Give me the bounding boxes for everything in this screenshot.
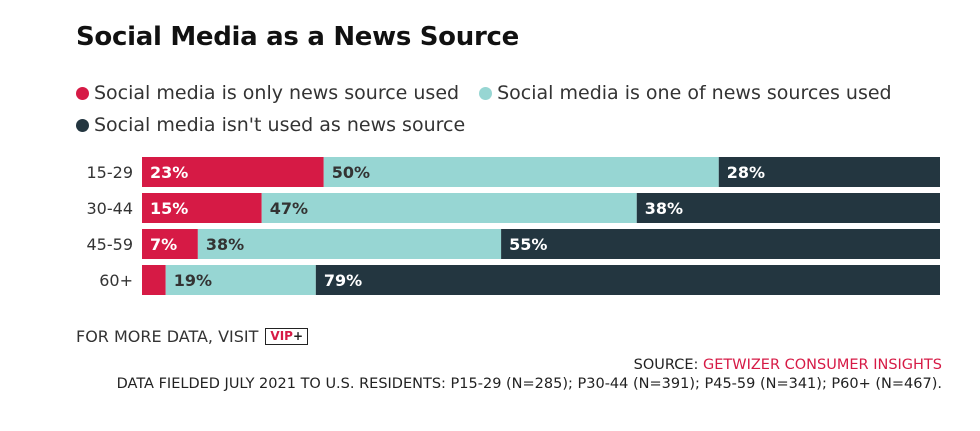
source-name: GETWIZER CONSUMER INSIGHTS xyxy=(702,357,942,373)
visit-text: FOR MORE DATA, VISIT xyxy=(76,327,259,346)
legend-label-only-source: Social media is only news source used xyxy=(94,82,460,104)
vip-plus-link[interactable]: VIP+ xyxy=(265,328,309,345)
data-label: 28% xyxy=(727,163,765,182)
bar-segment xyxy=(501,229,940,259)
legend-swatch-only-source xyxy=(76,86,89,100)
legend-label-not-used: Social media isn't used as news source xyxy=(94,114,466,136)
bar-segment xyxy=(142,157,324,187)
bar-segment xyxy=(165,265,316,295)
fielded-note: DATA FIELDED JULY 2021 TO U.S. RESIDENTS… xyxy=(116,376,942,392)
data-label: 7% xyxy=(150,235,177,254)
legend-item-only-source: Social media is only news source used xyxy=(76,77,459,109)
legend: Social media is only news source used So… xyxy=(76,77,956,141)
data-label: 23% xyxy=(150,163,188,182)
vip-plus-icon: + xyxy=(292,329,304,343)
visit-line: FOR MORE DATA, VISIT VIP+ xyxy=(76,327,309,346)
bar-segment xyxy=(197,229,502,259)
data-label: 50% xyxy=(332,163,370,182)
bar-segment xyxy=(142,229,198,259)
data-label: 19% xyxy=(174,271,212,290)
bar-segment xyxy=(636,193,940,223)
legend-item-not-used: Social media isn't used as news source xyxy=(76,109,465,141)
source-line: SOURCE: GETWIZER CONSUMER INSIGHTS xyxy=(634,357,942,373)
bar-segment xyxy=(718,157,940,187)
source-prefix: SOURCE: xyxy=(633,357,703,373)
data-label: 38% xyxy=(206,235,244,254)
data-label: 15% xyxy=(150,199,188,218)
category-label: 30-44 xyxy=(87,199,134,218)
category-label: 45-59 xyxy=(87,235,134,254)
bar-segment xyxy=(315,265,940,295)
category-label: 60+ xyxy=(99,271,133,290)
bar-segment xyxy=(142,265,166,295)
legend-label-one-of-sources: Social media is one of news sources used xyxy=(497,82,892,104)
vip-text: VIP xyxy=(270,329,293,343)
category-label: 15-29 xyxy=(87,163,134,182)
data-label: 47% xyxy=(270,199,308,218)
chart-title: Social Media as a News Source xyxy=(76,22,519,52)
legend-item-one-of-sources: Social media is one of news sources used xyxy=(479,77,892,109)
bar-segment xyxy=(142,193,262,223)
legend-swatch-not-used xyxy=(76,118,89,132)
legend-swatch-one-of-sources xyxy=(479,86,493,100)
bar-segment xyxy=(261,193,637,223)
data-label: 79% xyxy=(324,271,362,290)
data-label: 38% xyxy=(645,199,683,218)
bar-segment xyxy=(323,157,719,187)
data-label: 55% xyxy=(509,235,547,254)
